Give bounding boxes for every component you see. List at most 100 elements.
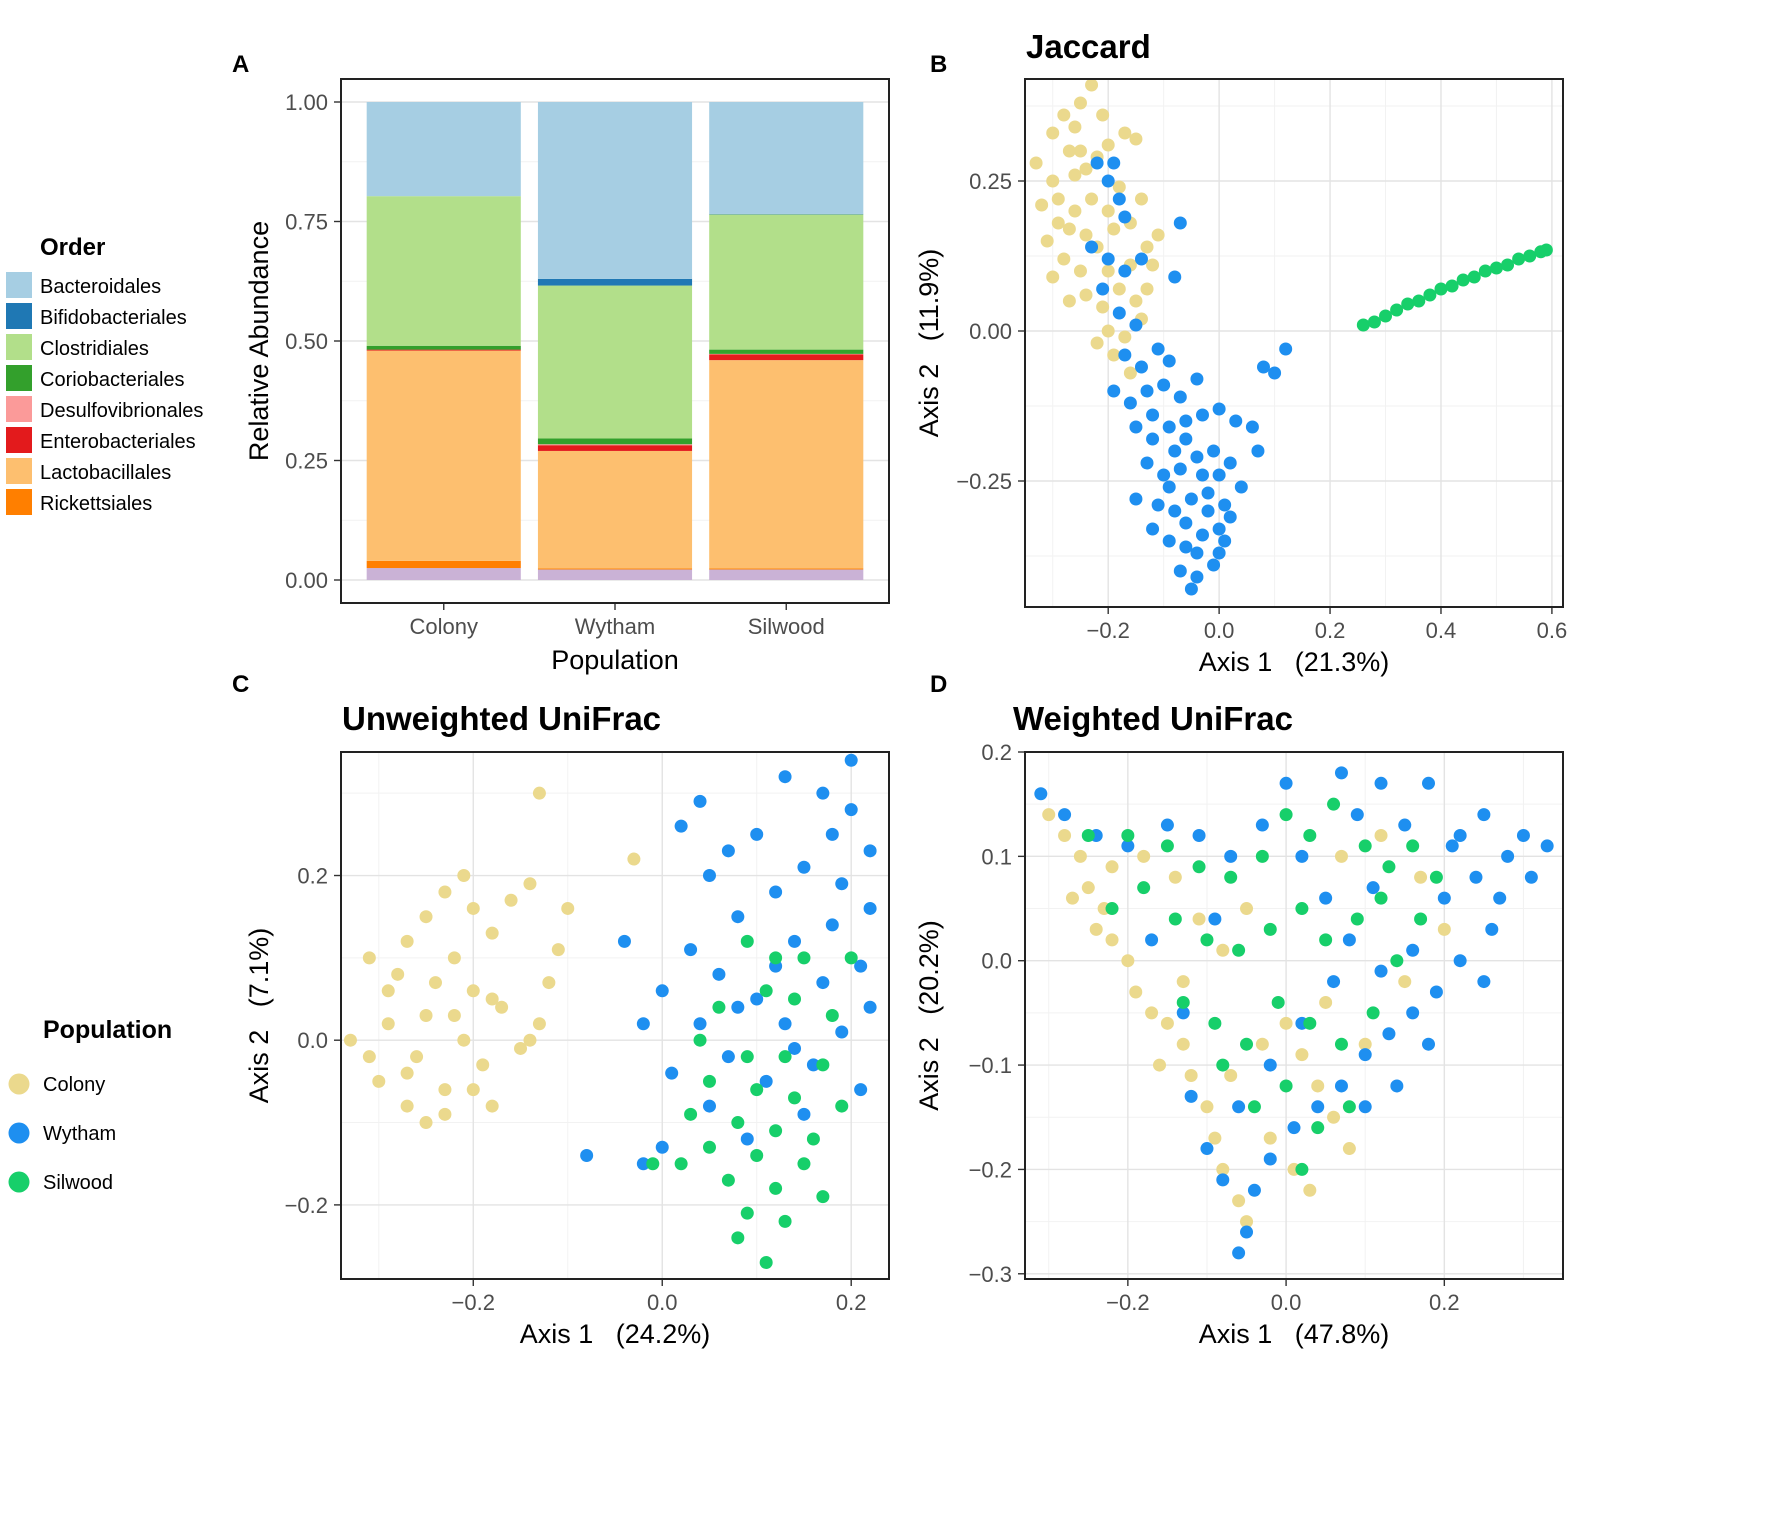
point-colony [1118, 330, 1132, 344]
point-silwood [1208, 1016, 1222, 1030]
point-colony [504, 893, 518, 907]
point-silwood [788, 992, 802, 1006]
point-colony [1085, 192, 1099, 206]
point-wytham [1350, 808, 1364, 822]
point-colony [1140, 282, 1154, 296]
point-wytham [702, 1099, 716, 1113]
point-wytham [1168, 270, 1182, 284]
legend-swatch [6, 458, 32, 484]
point-wytham [1118, 210, 1132, 224]
point-silwood [1168, 912, 1182, 926]
point-wytham [854, 959, 868, 973]
series-colony [1029, 78, 1165, 380]
point-wytham [1121, 839, 1135, 853]
point-colony [1042, 808, 1056, 822]
point-silwood [750, 1148, 764, 1162]
x-tick-label: 0.2 [1429, 1290, 1460, 1315]
point-wytham [1146, 432, 1160, 446]
point-colony [428, 976, 442, 990]
y-axis-label: Axis 2 (20.2%) [914, 920, 944, 1111]
point-silwood [1467, 270, 1481, 284]
point-wytham [1162, 420, 1176, 434]
x-tick-label: 0.0 [647, 1290, 678, 1315]
point-colony [1374, 828, 1388, 842]
point-wytham [1157, 468, 1171, 482]
point-colony [1096, 108, 1110, 122]
point-wytham [1146, 408, 1160, 422]
point-silwood [674, 1157, 688, 1171]
legend-swatch [6, 365, 32, 391]
point-silwood [1192, 860, 1206, 874]
point-wytham [816, 976, 830, 990]
point-silwood [1255, 849, 1269, 863]
point-silwood [731, 1231, 745, 1245]
point-wytham [1129, 318, 1143, 332]
point-wytham [1311, 1100, 1325, 1114]
point-colony [1096, 300, 1110, 314]
bar-segment-bacteroidales [709, 102, 864, 214]
point-silwood [769, 951, 783, 965]
point-wytham [788, 1041, 802, 1055]
point-colony [1101, 324, 1115, 338]
point-colony [1216, 1162, 1230, 1176]
point-wytham [750, 827, 764, 841]
plot-background [1025, 79, 1563, 607]
legend-label: Coriobacteriales [40, 369, 185, 391]
bar-segment-lactobacillales [366, 350, 521, 561]
point-silwood [1303, 828, 1317, 842]
point-wytham [1201, 486, 1215, 500]
point-wytham [1245, 420, 1259, 434]
point-wytham [1173, 390, 1187, 404]
point-colony [447, 951, 461, 965]
point-wytham [1524, 870, 1538, 884]
point-silwood [1367, 315, 1381, 329]
point-colony [1327, 1110, 1341, 1124]
point-wytham [750, 992, 764, 1006]
point-wytham [1146, 522, 1160, 536]
point-wytham [825, 918, 839, 932]
x-tick-label: Wytham [575, 614, 655, 639]
point-colony [485, 926, 499, 940]
bar-segment-rickettsiales [366, 560, 521, 569]
point-wytham [1101, 252, 1115, 266]
bar-segment-bifidobacteriales [709, 213, 864, 215]
bar-segment-lactobacillales [709, 360, 864, 569]
point-wytham [1160, 818, 1174, 832]
point-silwood [806, 1132, 820, 1146]
point-wytham [788, 934, 802, 948]
plot-border [1024, 751, 1564, 1280]
point-colony [1068, 168, 1082, 182]
point-colony [1398, 975, 1412, 989]
plot-border [340, 78, 890, 604]
point-colony [1057, 252, 1071, 266]
point-silwood [1358, 839, 1372, 853]
point-wytham [778, 1017, 792, 1031]
series-wytham [1085, 156, 1293, 596]
point-wytham [863, 844, 877, 858]
point-colony [1140, 240, 1154, 254]
y-tick-label: 0.0 [297, 1028, 328, 1053]
point-colony [362, 951, 376, 965]
point-silwood [1434, 282, 1448, 296]
point-silwood [740, 1050, 754, 1064]
point-colony [523, 877, 537, 891]
y-tick-label: 0.50 [285, 329, 328, 354]
point-wytham [1195, 468, 1209, 482]
point-wytham [1201, 504, 1215, 518]
point-colony [391, 967, 405, 981]
point-silwood [797, 1157, 811, 1171]
point-wytham [1184, 1089, 1198, 1103]
series-silwood [1356, 243, 1553, 332]
point-wytham [1247, 1183, 1261, 1197]
point-colony [1145, 1006, 1159, 1020]
point-colony [1046, 270, 1060, 284]
y-tick-label: 0.25 [285, 449, 328, 474]
x-tick-label: Silwood [748, 614, 825, 639]
point-wytham [740, 1132, 754, 1146]
point-silwood [684, 1107, 698, 1121]
point-colony [1035, 198, 1049, 212]
point-wytham [665, 1066, 679, 1080]
point-wytham [806, 1058, 820, 1072]
point-silwood [740, 934, 754, 948]
point-colony [485, 1099, 499, 1113]
